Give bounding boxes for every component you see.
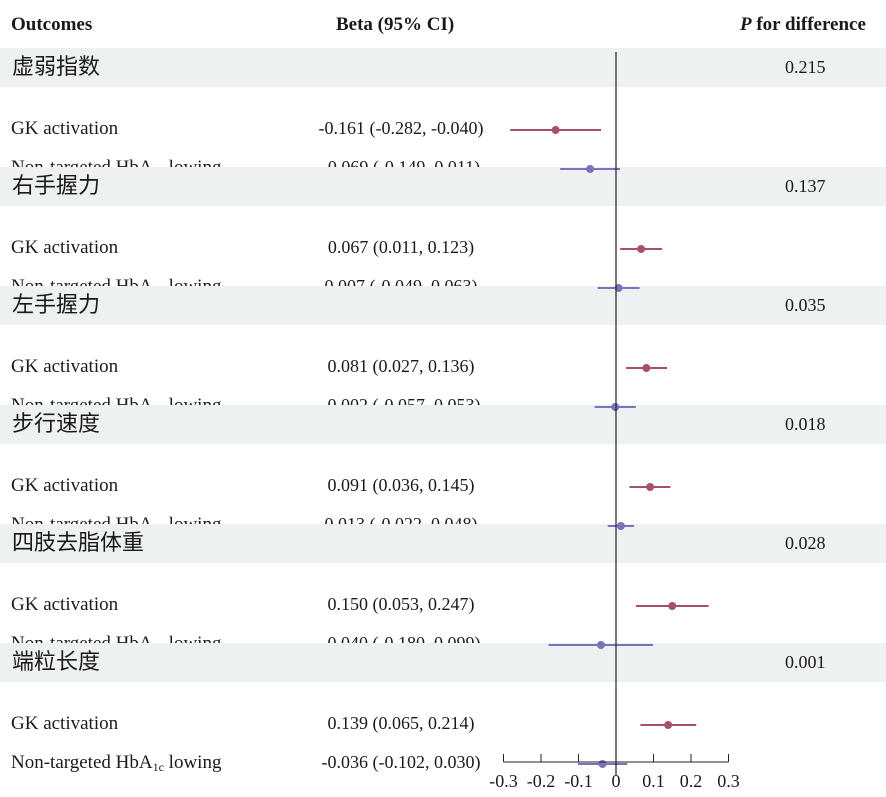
point-estimate-hba [614, 284, 623, 292]
row-label-text: GK activation [11, 594, 119, 615]
point-estimate-gk [646, 483, 655, 491]
p-for-difference: 0.035 [785, 295, 826, 315]
point-estimate-gk [642, 364, 651, 372]
row-label-text: GK activation [11, 475, 119, 496]
point-estimate-gk [668, 602, 677, 610]
row-label-subscript: 1c [152, 760, 164, 774]
p-for-difference: 0.018 [785, 414, 826, 434]
point-estimate-gk [551, 126, 560, 134]
group-label: 右手握力 [12, 174, 101, 199]
point-estimate-gk [664, 721, 673, 729]
x-tick-label: -0.3 [489, 771, 518, 791]
group-label: 虚弱指数 [12, 55, 101, 80]
x-tick-label: -0.1 [564, 771, 593, 791]
row-label-gk-activation: GK activation [11, 118, 118, 140]
row-label-hba1c-lowing: Non-targeted HbA1c lowing [11, 752, 221, 775]
group-band: 虚弱指数 0.215 [0, 48, 886, 87]
beta-ci-value: -0.161 (-0.282, -0.040) [318, 118, 484, 138]
p-for-difference: 0.215 [785, 57, 826, 77]
group-band: 四肢去脂体重 0.028 [0, 524, 886, 563]
row-label-gk-activation: GK activation [11, 237, 118, 259]
p-difference-header: P for difference [740, 14, 866, 36]
point-estimate-hba [616, 522, 625, 530]
beta-ci-value: 0.067 (0.011, 0.123) [327, 237, 475, 257]
beta-ci-header: Beta (95% CI) [336, 14, 455, 35]
row-label-text: GK activation [11, 237, 119, 258]
beta-ci-value: -0.036 (-0.102, 0.030) [321, 752, 481, 772]
beta-ci-value: 0.139 (0.065, 0.214) [327, 713, 475, 733]
row-label-gk-activation: GK activation [11, 713, 118, 735]
group-label: 四肢去脂体重 [12, 531, 145, 556]
row-label-text: GK activation [11, 118, 119, 139]
row-label-tail: lowing [163, 752, 222, 773]
group-label: 步行速度 [12, 412, 101, 437]
row-label-gk-activation: GK activation [11, 356, 118, 378]
x-tick-label: 0 [612, 771, 621, 791]
p-letter: P [740, 14, 752, 35]
point-estimate-hba [597, 641, 605, 649]
group-band: 端粒长度 0.001 [0, 643, 886, 682]
group-band: 右手握力 0.137 [0, 167, 886, 206]
p-header-rest: for difference [751, 14, 866, 35]
group-band: 左手握力 0.035 [0, 286, 886, 325]
beta-ci-value: 0.081 (0.027, 0.136) [327, 356, 475, 376]
point-estimate-hba [611, 403, 620, 411]
beta-ci-value: 0.091 (0.036, 0.145) [327, 475, 475, 495]
row-label-text: GK activation [11, 713, 119, 734]
p-for-difference: 0.028 [785, 533, 826, 553]
row-label-text: GK activation [11, 356, 119, 377]
beta-ci-value: 0.150 (0.053, 0.247) [327, 594, 475, 614]
row-label-text: Non-targeted HbA [11, 752, 153, 773]
x-tick-label: 0.3 [717, 771, 740, 791]
point-estimate-gk [637, 245, 646, 253]
group-label: 左手握力 [12, 293, 101, 318]
group-label: 端粒长度 [12, 650, 101, 675]
x-tick-label: 0.2 [680, 771, 703, 791]
point-estimate-hba [598, 760, 607, 768]
x-tick-label: -0.2 [527, 771, 556, 791]
row-label-gk-activation: GK activation [11, 475, 118, 497]
point-estimate-hba [586, 165, 595, 173]
group-band: 步行速度 0.018 [0, 405, 886, 444]
p-for-difference: 0.001 [785, 652, 826, 672]
x-tick-label: 0.1 [642, 771, 665, 791]
row-label-gk-activation: GK activation [11, 594, 118, 616]
outcomes-header: Outcomes [11, 14, 93, 35]
p-for-difference: 0.137 [785, 176, 826, 196]
